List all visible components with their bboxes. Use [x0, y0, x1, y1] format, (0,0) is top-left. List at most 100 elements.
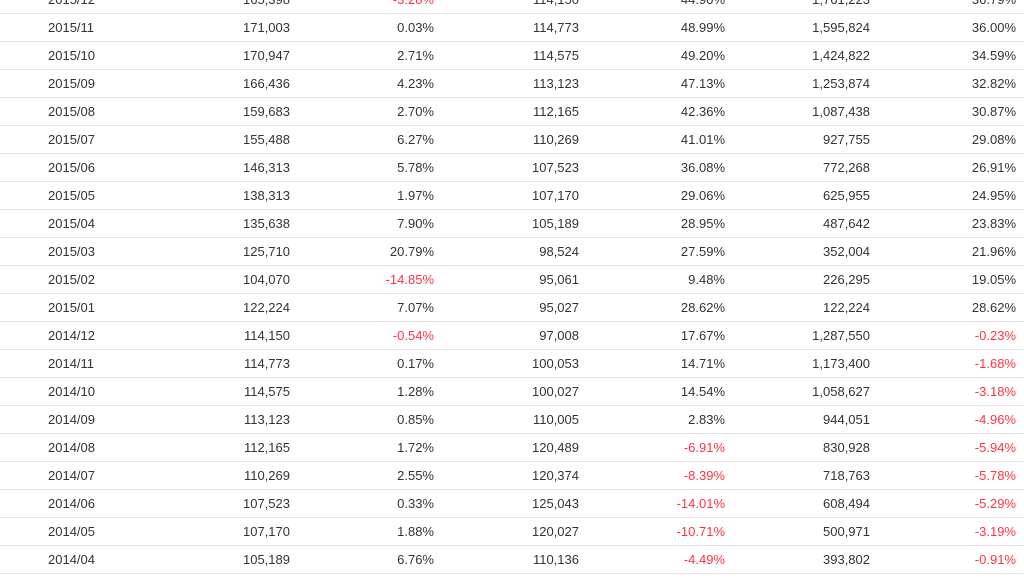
- cumulative-change-cell: 34.59%: [870, 41, 1024, 70]
- month-cell: 2014/06: [0, 489, 150, 518]
- change-a-cell: 7.90%: [290, 209, 434, 238]
- value-a-cell: 125,710: [150, 237, 290, 266]
- value-a-cell: 107,523: [150, 489, 290, 518]
- table-row: 2014/10 114,575 1.28% 100,027 14.54% 1,058,62…: [0, 377, 1024, 406]
- month-cell: 2014/11: [0, 349, 150, 378]
- cumulative-cell: 1,173,400: [725, 349, 870, 378]
- value-a-cell: 146,313: [150, 153, 290, 182]
- month-cell: 2014/09: [0, 405, 150, 434]
- cumulative-cell: 122,224: [725, 293, 870, 322]
- month-cell: 2015/02: [0, 265, 150, 294]
- cumulative-cell: 772,268: [725, 153, 870, 182]
- cumulative-change-cell: 21.96%: [870, 237, 1024, 266]
- value-b-cell: 100,027: [434, 377, 579, 406]
- change-a-cell: 1.88%: [290, 517, 434, 546]
- change-a-cell: 2.55%: [290, 461, 434, 490]
- change-b-cell: 29.06%: [579, 181, 725, 210]
- change-b-cell: 14.71%: [579, 349, 725, 378]
- change-b-cell: 36.08%: [579, 153, 725, 182]
- value-b-cell: 120,374: [434, 461, 579, 490]
- table-row: 2015/01 122,224 7.07% 95,027 28.62% 122,224 28…: [0, 293, 1024, 322]
- cumulative-change-cell: -5.94%: [870, 433, 1024, 462]
- change-b-cell: 17.67%: [579, 321, 725, 350]
- change-b-cell: 42.36%: [579, 97, 725, 126]
- table-row: 2015/05 138,313 1.97% 107,170 29.06% 625,955 2…: [0, 181, 1024, 210]
- value-b-cell: 98,524: [434, 237, 579, 266]
- change-a-cell: 1.72%: [290, 433, 434, 462]
- value-b-cell: 100,053: [434, 349, 579, 378]
- table-row: 2014/09 113,123 0.85% 110,005 2.83% 944,051 -4…: [0, 405, 1024, 434]
- cumulative-cell: 487,642: [725, 209, 870, 238]
- cumulative-cell: 1,058,627: [725, 377, 870, 406]
- cumulative-change-cell: 30.87%: [870, 97, 1024, 126]
- value-b-cell: 114,773: [434, 13, 579, 42]
- cumulative-cell: 1,761,223: [725, 0, 870, 14]
- table-row: 2014/12 114,150 -0.54% 97,008 17.67% 1,287,55…: [0, 321, 1024, 350]
- cumulative-cell: 393,802: [725, 545, 870, 574]
- value-a-cell: 112,165: [150, 433, 290, 462]
- change-b-cell: -8.39%: [579, 461, 725, 490]
- change-b-cell: -4.49%: [579, 545, 725, 574]
- table-row: 2015/06 146,313 5.78% 107,523 36.08% 772,268 2…: [0, 153, 1024, 182]
- change-b-cell: 49.20%: [579, 41, 725, 70]
- month-cell: 2015/12: [0, 0, 150, 14]
- value-b-cell: 113,123: [434, 69, 579, 98]
- table-row: 2014/04 105,189 6.76% 110,136 -4.49% 393,802-…: [0, 545, 1024, 574]
- month-cell: 2015/03: [0, 237, 150, 266]
- value-a-cell: 114,773: [150, 349, 290, 378]
- month-cell: 2014/05: [0, 517, 150, 546]
- cumulative-change-cell: 28.62%: [870, 293, 1024, 322]
- cumulative-cell: 500,971: [725, 517, 870, 546]
- cumulative-change-cell: 19.05%: [870, 265, 1024, 294]
- change-b-cell: 27.59%: [579, 237, 725, 266]
- cumulative-cell: 944,051: [725, 405, 870, 434]
- table-row: 2014/07 110,269 2.55% 120,374 -8.39% 718,763-…: [0, 461, 1024, 490]
- cumulative-change-cell: -4.96%: [870, 405, 1024, 434]
- cumulative-change-cell: 29.08%: [870, 125, 1024, 154]
- value-b-cell: 120,489: [434, 433, 579, 462]
- table-row: 2015/07 155,488 6.27% 110,269 41.01% 927,755 2…: [0, 125, 1024, 154]
- month-cell: 2015/07: [0, 125, 150, 154]
- change-a-cell: 1.97%: [290, 181, 434, 210]
- cumulative-cell: 830,928: [725, 433, 870, 462]
- month-cell: 2014/07: [0, 461, 150, 490]
- change-a-cell: 6.27%: [290, 125, 434, 154]
- change-a-cell: 2.71%: [290, 41, 434, 70]
- change-b-cell: 41.01%: [579, 125, 725, 154]
- table-row: 2015/08 159,683 2.70% 112,165 42.36% 1,087,43…: [0, 97, 1024, 126]
- value-a-cell: 159,683: [150, 97, 290, 126]
- value-a-cell: 155,488: [150, 125, 290, 154]
- value-a-cell: 114,150: [150, 321, 290, 350]
- value-b-cell: 114,150: [434, 0, 579, 14]
- value-a-cell: 165,398: [150, 0, 290, 14]
- value-b-cell: 105,189: [434, 209, 579, 238]
- value-b-cell: 95,027: [434, 293, 579, 322]
- table-row: 2015/04 135,638 7.90% 105,189 28.95% 487,642 2…: [0, 209, 1024, 238]
- change-a-cell: 0.33%: [290, 489, 434, 518]
- cumulative-change-cell: -5.78%: [870, 461, 1024, 490]
- cumulative-cell: 1,087,438: [725, 97, 870, 126]
- cumulative-change-cell: -0.23%: [870, 321, 1024, 350]
- change-a-cell: 6.76%: [290, 545, 434, 574]
- month-cell: 2014/10: [0, 377, 150, 406]
- change-b-cell: 28.62%: [579, 293, 725, 322]
- cumulative-change-cell: 24.95%: [870, 181, 1024, 210]
- change-a-cell: 0.17%: [290, 349, 434, 378]
- table-row: 2015/03 125,710 20.79% 98,524 27.59% 352,004 2…: [0, 237, 1024, 266]
- table-row: 2014/08 112,165 1.72% 120,489 -6.91% 830,928-…: [0, 433, 1024, 462]
- change-a-cell: 1.28%: [290, 377, 434, 406]
- change-b-cell: 48.99%: [579, 13, 725, 42]
- cumulative-cell: 1,287,550: [725, 321, 870, 350]
- month-cell: 2015/08: [0, 97, 150, 126]
- table-row: 2014/06 107,523 0.33% 125,043 -14.01% 608,494…: [0, 489, 1024, 518]
- value-a-cell: 122,224: [150, 293, 290, 322]
- change-a-cell: 4.23%: [290, 69, 434, 98]
- change-a-cell: 0.85%: [290, 405, 434, 434]
- table-row: 2014/11 114,773 0.17% 100,053 14.71% 1,173,40…: [0, 349, 1024, 378]
- value-b-cell: 125,043: [434, 489, 579, 518]
- change-b-cell: 9.48%: [579, 265, 725, 294]
- change-b-cell: 47.13%: [579, 69, 725, 98]
- table-row: 2015/10 170,947 2.71% 114,575 49.20% 1,424,82…: [0, 41, 1024, 70]
